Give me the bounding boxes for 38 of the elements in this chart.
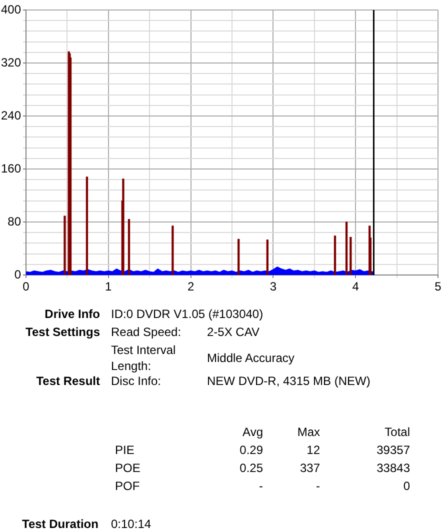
text: ID:0 DVDR V1.05 (#103040) — [111, 307, 264, 321]
text: 337 — [300, 461, 320, 475]
text: 0.25 — [240, 461, 263, 475]
text: POF — [115, 479, 140, 493]
text: Drive Info — [44, 307, 100, 321]
text: 0:10:14 — [111, 517, 152, 531]
text: Disc Info: — [111, 374, 162, 388]
text: Test Duration — [22, 517, 98, 531]
y-tick-label: 80 — [8, 214, 22, 228]
y-tick-label: 320 — [0, 55, 22, 70]
x-tick-label: 1 — [105, 280, 112, 294]
text: - — [316, 479, 320, 493]
text: 2-5X CAV — [207, 325, 260, 339]
text: 0 — [403, 479, 410, 493]
text: Avg — [242, 425, 263, 439]
text: 0.29 — [240, 443, 263, 457]
y-tick-label: 0 — [14, 267, 22, 282]
text: Read Speed: — [111, 325, 182, 339]
text: PIE — [115, 443, 134, 457]
text: Total — [384, 425, 410, 439]
text: Test Interval Length: — [111, 342, 177, 374]
text: Max — [297, 425, 320, 439]
x-tick-label: 2 — [187, 280, 194, 294]
text: 12 — [306, 443, 320, 457]
x-tick-label: 4 — [352, 280, 360, 294]
text: POE — [115, 461, 140, 475]
y-tick-label: 240 — [0, 108, 22, 122]
x-tick-label: 3 — [270, 280, 277, 294]
text: 39357 — [376, 443, 410, 457]
text: 33843 — [376, 461, 410, 475]
y-tick-label: 400 — [0, 2, 22, 16]
text: Middle Accuracy — [207, 351, 294, 365]
x-tick-label: 5 — [434, 280, 442, 294]
text: - — [259, 479, 263, 493]
text: Test Result — [36, 374, 100, 388]
text: Test Settings — [26, 325, 100, 339]
text: NEW DVD-R, 4315 MB (NEW) — [207, 374, 370, 388]
y-tick-label: 160 — [0, 161, 22, 176]
